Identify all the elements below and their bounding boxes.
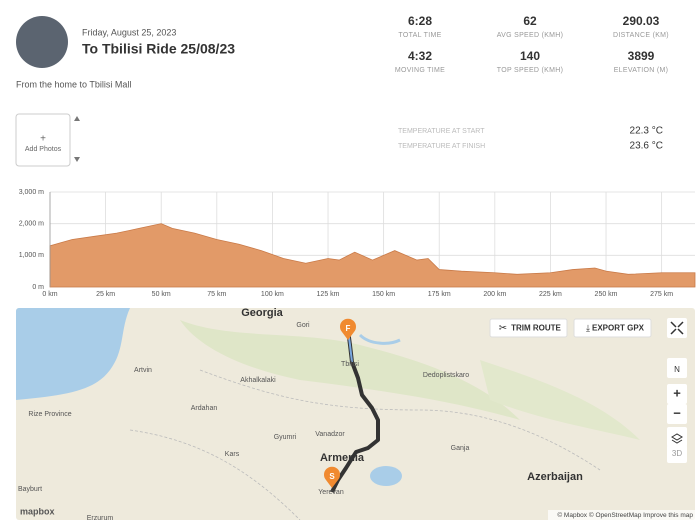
button-label: TRIM ROUTE bbox=[511, 324, 561, 333]
control-label: N bbox=[674, 365, 680, 374]
zoom-out-button[interactable]: − bbox=[667, 404, 687, 424]
stat-label: ELEVATION (M) bbox=[614, 67, 669, 74]
add-photos[interactable]: + Add Photos bbox=[15, 113, 80, 167]
start-marker[interactable]: S bbox=[323, 466, 340, 488]
y-tick-label: 3,000 m bbox=[19, 189, 44, 196]
marker-label: F bbox=[346, 324, 351, 333]
x-tick-label: 150 km bbox=[372, 291, 395, 298]
stat-label: TOP SPEED (KMH) bbox=[497, 67, 563, 74]
control-label: − bbox=[673, 405, 681, 420]
y-tick-label: 2,000 m bbox=[19, 221, 44, 228]
x-tick-label: 125 km bbox=[317, 291, 340, 298]
svg-text:✂: ✂ bbox=[499, 323, 507, 334]
map-label: Artvin bbox=[134, 367, 152, 374]
fullscreen-button[interactable] bbox=[667, 318, 687, 338]
stat-label: TOTAL TIME bbox=[398, 32, 441, 39]
stat-value: 140 bbox=[520, 49, 540, 63]
map-label: Armenia bbox=[320, 452, 365, 464]
layers-button[interactable] bbox=[667, 427, 687, 447]
stats: 6:28 TOTAL TIME 62 AVG SPEED (KMH) 290.0… bbox=[395, 14, 669, 74]
svg-text:+: + bbox=[40, 134, 46, 145]
trim-route-button[interactable]: TRIM ROUTE ✂ bbox=[489, 318, 568, 338]
avatar bbox=[16, 16, 68, 68]
stat-value: 290.03 bbox=[623, 14, 660, 28]
x-tick-label: 250 km bbox=[595, 291, 618, 298]
map-logo: mapbox bbox=[20, 506, 55, 516]
map-label: Bayburt bbox=[18, 486, 42, 493]
temp-value: 23.6 °C bbox=[630, 141, 663, 152]
x-tick-label: 275 km bbox=[650, 291, 673, 298]
map-label: Vanadzor bbox=[315, 431, 345, 438]
stat-value: 3899 bbox=[628, 49, 655, 63]
add-photos-label: Add Photos bbox=[25, 146, 62, 153]
x-tick-label: 50 km bbox=[152, 291, 171, 298]
stat-label: MOVING TIME bbox=[395, 67, 445, 74]
3d-button[interactable]: 3D bbox=[667, 445, 687, 463]
finish-marker[interactable]: F bbox=[339, 318, 356, 340]
ride-description: From the home to Tbilisi Mall bbox=[16, 79, 131, 89]
export-gpx-button[interactable]: EXPORT GPX ⤓ bbox=[573, 318, 652, 338]
map: Georgia Armenia Azerbaijan Tbilisi Yerev… bbox=[16, 307, 695, 522]
map-attribution: © Mapbox © OpenStreetMap Improve this ma… bbox=[557, 511, 693, 519]
svg-text:⤓: ⤓ bbox=[586, 323, 590, 333]
ride-date: Friday, August 25, 2023 bbox=[82, 27, 176, 37]
map-label: Ardahan bbox=[191, 405, 218, 412]
temp-label: TEMPERATURE AT FINISH bbox=[398, 143, 485, 150]
stat-label: AVG SPEED (KMH) bbox=[497, 32, 564, 39]
x-tick-label: 25 km bbox=[96, 291, 115, 298]
map-label: Gori bbox=[296, 322, 310, 329]
map-label: Dedoplistskaro bbox=[423, 372, 469, 379]
map-label: Yerevan bbox=[318, 489, 344, 496]
temp-label: TEMPERATURE AT START bbox=[398, 128, 485, 135]
map-label: Akhalkalaki bbox=[240, 377, 276, 384]
stat-value: 4:32 bbox=[408, 49, 432, 63]
map-label: Kars bbox=[225, 451, 240, 458]
map-label: Gyumri bbox=[274, 434, 297, 441]
control-label: + bbox=[673, 385, 681, 400]
zoom-in-button[interactable]: + bbox=[667, 384, 687, 404]
elevation-chart: 0 m 1,000 m 2,000 m 3,000 m 0 km 25 km 50 km 75… bbox=[19, 189, 696, 298]
x-tick-label: 75 km bbox=[207, 291, 226, 298]
y-tick-label: 0 m bbox=[32, 284, 44, 291]
compass-button[interactable]: N bbox=[667, 358, 687, 378]
map-label: Georgia bbox=[241, 307, 283, 319]
y-tick-label: 1,000 m bbox=[19, 252, 44, 259]
x-tick-label: 200 km bbox=[483, 291, 506, 298]
stat-value: 62 bbox=[523, 14, 537, 28]
stat-label: DISTANCE (KM) bbox=[613, 32, 669, 39]
stat-value: 6:28 bbox=[408, 14, 432, 28]
ride-title: To Tbilisi Ride 25/08/23 bbox=[82, 41, 235, 57]
marker-label: S bbox=[329, 472, 335, 481]
map-label: Ganja bbox=[451, 445, 470, 452]
elevation-area bbox=[49, 223, 696, 288]
map-label: Erzurum bbox=[87, 515, 114, 522]
map-label: Azerbaijan bbox=[527, 471, 583, 483]
map-label: Rize Province bbox=[28, 411, 71, 418]
x-tick-label: 100 km bbox=[261, 291, 284, 298]
temp-value: 22.3 °C bbox=[630, 126, 663, 137]
x-tick-label: 0 km bbox=[42, 291, 57, 298]
map-label: Tbilisi bbox=[341, 361, 359, 368]
x-tick-label: 175 km bbox=[428, 291, 451, 298]
control-label: 3D bbox=[672, 449, 682, 458]
x-tick-label: 225 km bbox=[539, 291, 562, 298]
button-label: EXPORT GPX bbox=[592, 324, 645, 333]
